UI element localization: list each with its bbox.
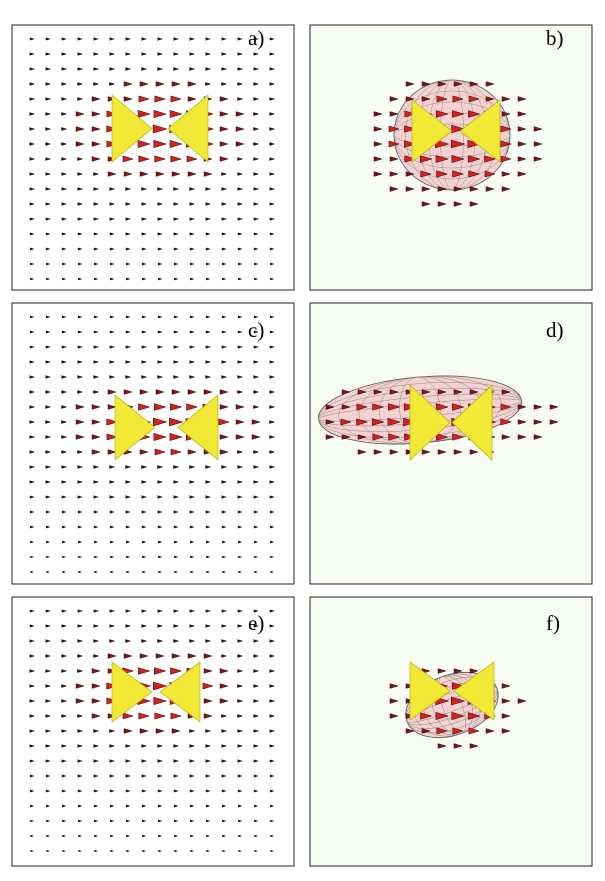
panel-label: c) [248,318,264,342]
figure: a) b) c) d) e) f) [0,0,605,881]
panel-label: b) [546,26,564,50]
panel-frame [12,25,294,290]
panel-label: d) [546,318,564,342]
panel-label: a) [248,26,264,50]
panel-frame [12,303,294,584]
panel-label: f) [546,611,560,635]
panel-label: e) [248,611,264,635]
panel-frame [12,597,294,866]
page: a) b) c) d) e) f) (() => { const data = … [0,0,605,881]
panel-frame [310,303,592,584]
